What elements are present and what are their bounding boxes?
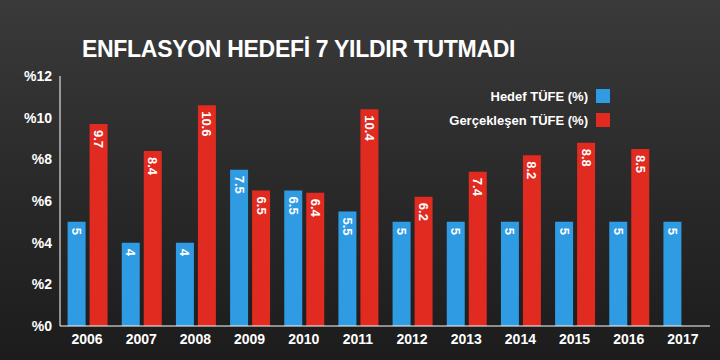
svg-text:8.5: 8.5 — [633, 155, 648, 173]
html-text:ENFLASYON HEDEFİ 7 YILDIR TUTM: ENFLASYON HEDEFİ 7 YILDIR TUTMADI — [82, 36, 516, 62]
svg-text:6.5: 6.5 — [254, 197, 269, 215]
svg-text:6.2: 6.2 — [416, 203, 431, 221]
svg-text:5: 5 — [557, 228, 572, 235]
svg-text:2016: 2016 — [613, 331, 644, 347]
svg-text:5.5: 5.5 — [340, 217, 355, 235]
svg-text:6.4: 6.4 — [308, 199, 323, 218]
html-text:Hedef TÜFE (%): Hedef TÜFE (%) — [490, 88, 588, 104]
svg-text:7.4: 7.4 — [470, 178, 485, 197]
svg-text:%8: %8 — [32, 151, 52, 167]
svg-text:6.5: 6.5 — [286, 197, 301, 215]
svg-text:5: 5 — [611, 228, 626, 235]
svg-text:2014: 2014 — [505, 331, 536, 347]
svg-text:%2: %2 — [32, 276, 52, 292]
svg-text:2008: 2008 — [180, 331, 211, 347]
svg-text:10.4: 10.4 — [362, 115, 377, 141]
svg-text:2007: 2007 — [126, 331, 157, 347]
svg-text:2017: 2017 — [667, 331, 698, 347]
svg-text:4: 4 — [123, 249, 138, 257]
svg-text:8.8: 8.8 — [579, 149, 594, 167]
svg-text:2010: 2010 — [288, 331, 319, 347]
svg-text:5: 5 — [502, 228, 517, 235]
svg-text:2012: 2012 — [397, 331, 428, 347]
svg-text:5: 5 — [665, 228, 680, 235]
svg-text:5: 5 — [394, 228, 409, 235]
svg-text:%6: %6 — [32, 193, 52, 209]
svg-text:4: 4 — [177, 249, 192, 257]
svg-text:5: 5 — [448, 228, 463, 235]
svg-text:7.5: 7.5 — [232, 176, 247, 194]
svg-text:2011: 2011 — [343, 331, 374, 347]
svg-text:8.4: 8.4 — [145, 157, 160, 176]
svg-text:8.2: 8.2 — [524, 161, 539, 179]
svg-text:2013: 2013 — [451, 331, 482, 347]
svg-text:2009: 2009 — [234, 331, 265, 347]
svg-text:%12: %12 — [24, 68, 52, 84]
svg-text:%0: %0 — [32, 318, 52, 334]
svg-text:10.6: 10.6 — [199, 111, 214, 136]
svg-text:2015: 2015 — [559, 331, 590, 347]
svg-text:9.7: 9.7 — [91, 130, 106, 148]
svg-text:%10: %10 — [24, 110, 52, 126]
html-text:Gerçekleşen TÜFE (%): Gerçekleşen TÜFE (%) — [449, 112, 588, 128]
svg-text:%4: %4 — [32, 235, 52, 251]
svg-text:5: 5 — [69, 228, 84, 235]
svg-text:2006: 2006 — [72, 331, 103, 347]
